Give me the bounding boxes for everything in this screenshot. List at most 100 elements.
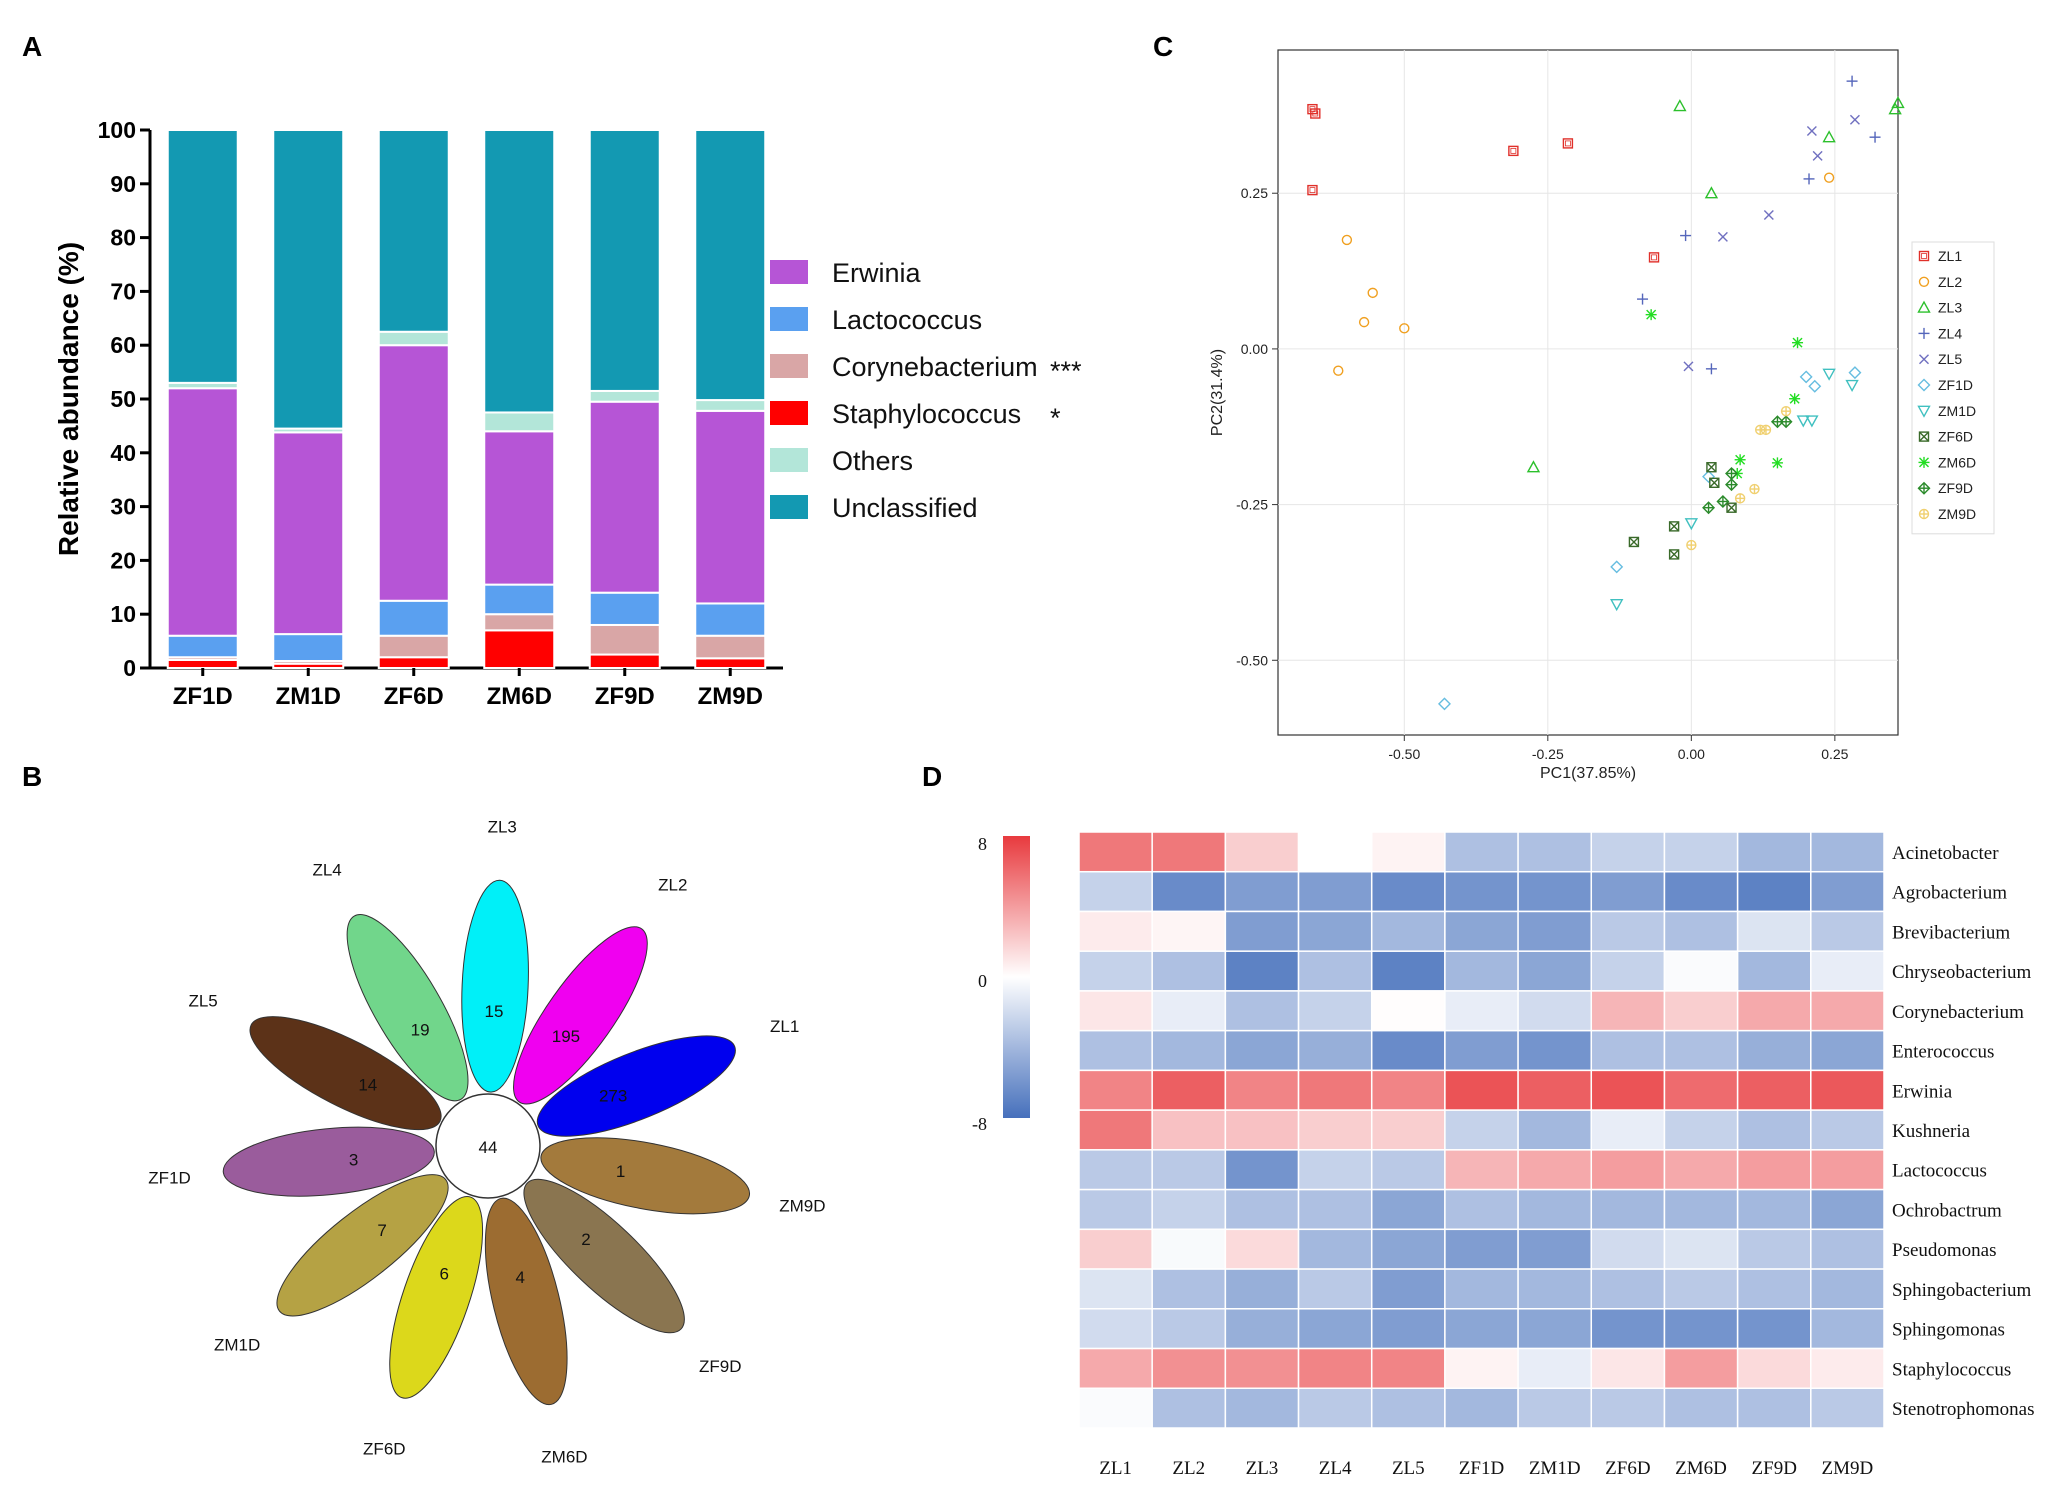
heat-cell-corynebacterium-zl2 [1151, 990, 1227, 1032]
heat-cell-agrobacterium-zl5 [1370, 870, 1446, 913]
symbol-shape [1918, 276, 1930, 287]
heat-cell-pseudomonas-zm9d [1810, 1228, 1885, 1270]
bar-staphylococcus-zm9d [694, 657, 767, 669]
petal-zm9d [540, 1137, 751, 1215]
petal-zl1 [536, 1035, 736, 1137]
bar-erwinia-zm1d [272, 431, 345, 636]
point-zl2 [1333, 365, 1344, 376]
x-axis-label: PC1(37.85%) [1540, 765, 1636, 782]
y-tick-label: 0 [123, 655, 136, 681]
heat-cell-agrobacterium-zm9d [1810, 870, 1885, 913]
petal-count-zl5: 14 [358, 1076, 377, 1095]
heat-cell-kushneria-zm9d [1810, 1109, 1885, 1151]
bar-erwinia-zf6d [377, 344, 450, 602]
heat-cell-erwinia-zl5 [1370, 1069, 1446, 1111]
petal-name-zl3: ZL3 [488, 817, 517, 836]
row-label-lactococcus: Lactococcus [1892, 1161, 1987, 1182]
heat-cell-enterococcus-zf9d [1736, 1029, 1812, 1072]
point-zl3 [1891, 95, 1905, 109]
heat-cell-ochrobactrum-zm6d [1663, 1188, 1739, 1231]
legend-swatch-corynebacterium [770, 354, 808, 378]
petal-count-zf6d: 6 [440, 1265, 449, 1284]
heat-cell-staphylococcus-zm6d [1663, 1347, 1739, 1390]
column-label-zl5: ZL5 [1392, 1458, 1425, 1479]
heat-cell-lactococcus-zl2 [1151, 1149, 1227, 1191]
symbol-shape [1845, 379, 1859, 392]
scale-tick-label: 0 [978, 971, 987, 991]
symbol-shape [1610, 599, 1624, 612]
heat-cell-erwinia-zl1 [1078, 1069, 1153, 1111]
point-zm1d [1845, 379, 1859, 392]
symbol-shape [1673, 99, 1687, 112]
symbol-shape [1917, 405, 1931, 418]
heat-cell-staphylococcus-zl4 [1297, 1347, 1373, 1390]
point-zl5 [1763, 210, 1774, 221]
heat-cell-sphingobacterium-zf6d [1590, 1268, 1666, 1310]
point-zl4 [1680, 230, 1692, 242]
heat-cell-erwinia-zl4 [1297, 1069, 1373, 1111]
row-label-sphingobacterium: Sphingobacterium [1892, 1280, 2032, 1301]
x-tick-label: -0.50 [1388, 746, 1420, 762]
row-label-kushneria: Kushneria [1892, 1121, 1971, 1142]
petal-count-zl1: 273 [599, 1086, 627, 1105]
heat-cell-staphylococcus-zl1 [1078, 1347, 1153, 1390]
point-zl5 [1812, 150, 1823, 161]
column-label-zl3: ZL3 [1246, 1458, 1279, 1479]
heat-cell-pseudomonas-zl2 [1151, 1228, 1227, 1270]
bar-staphylococcus-zf9d [588, 653, 661, 669]
symbol-stroke [1792, 337, 1803, 348]
heat-cell-corynebacterium-zl1 [1078, 990, 1153, 1032]
heat-cell-ochrobactrum-zf9d [1736, 1188, 1812, 1231]
heat-cell-stenotrophomonas-zl1 [1078, 1387, 1153, 1429]
x-tick-label: 0.25 [1821, 746, 1848, 762]
symbol-shape [1651, 254, 1657, 261]
significance-marker-staphylococcus: * [1050, 403, 1061, 433]
column-label-zm9d: ZM9D [1822, 1458, 1874, 1479]
heat-cell-chryseobacterium-zl5 [1370, 950, 1446, 992]
heat-cell-enterococcus-zl4 [1297, 1029, 1373, 1072]
heat-cell-chryseobacterium-zl2 [1151, 950, 1227, 992]
point-zl3 [1673, 99, 1687, 112]
symbol-shape [1808, 379, 1822, 393]
symbol-shape [1341, 234, 1353, 246]
petal-count-zm1d: 7 [377, 1221, 386, 1240]
legend-label-erwinia: Erwinia [832, 258, 922, 288]
point-zl1 [1648, 252, 1660, 263]
bar-unclassified-zf9d [588, 129, 661, 392]
heat-cell-kushneria-zl2 [1151, 1109, 1227, 1151]
heat-cell-stenotrophomonas-zl5 [1370, 1387, 1446, 1429]
bar-corynebacterium-zm9d [694, 634, 767, 660]
heat-cell-enterococcus-zl3 [1224, 1029, 1300, 1072]
heat-cell-corynebacterium-zf9d [1736, 990, 1812, 1032]
row-label-agrobacterium: Agrobacterium [1892, 883, 2007, 904]
symbol-stroke [1812, 150, 1823, 161]
legend-swatch-lactococcus [770, 307, 808, 331]
heat-cell-agrobacterium-zl4 [1297, 870, 1373, 913]
symbol-shape [1709, 477, 1720, 488]
point-zl5 [1849, 114, 1860, 125]
legend-label-unclassified: Unclassified [832, 493, 978, 523]
bar-others-zf6d [377, 330, 450, 347]
heat-cell-sphingobacterium-zl2 [1151, 1268, 1227, 1310]
bar-corynebacterium-zm6d [483, 613, 556, 632]
bar-staphylococcus-zm6d [483, 629, 556, 670]
y-tick-label: 0.00 [1241, 341, 1268, 357]
point-zm6d [1792, 337, 1804, 349]
symbol-shape [1437, 697, 1451, 711]
symbol-stroke [1735, 454, 1746, 465]
heat-cell-brevibacterium-zm9d [1810, 910, 1885, 952]
bar-erwinia-zm6d [483, 430, 556, 586]
heat-cell-staphylococcus-zf1d [1444, 1347, 1519, 1390]
point-zl2 [1367, 287, 1378, 299]
heat-cell-acinetobacter-zf6d [1590, 831, 1666, 873]
point-zf1d [1437, 697, 1451, 711]
row-label-erwinia: Erwinia [1892, 1081, 1953, 1102]
point-zf6d [1706, 462, 1717, 473]
heat-cell-brevibacterium-zl1 [1078, 910, 1153, 952]
bar-erwinia-zf9d [588, 400, 661, 594]
legend-symbol-zl5 [1919, 354, 1929, 365]
symbol-stroke [1726, 502, 1737, 513]
petal-name-zf9d: ZF9D [699, 1357, 742, 1376]
heat-cell-brevibacterium-zf9d [1736, 910, 1812, 952]
point-zl2 [1341, 234, 1353, 246]
